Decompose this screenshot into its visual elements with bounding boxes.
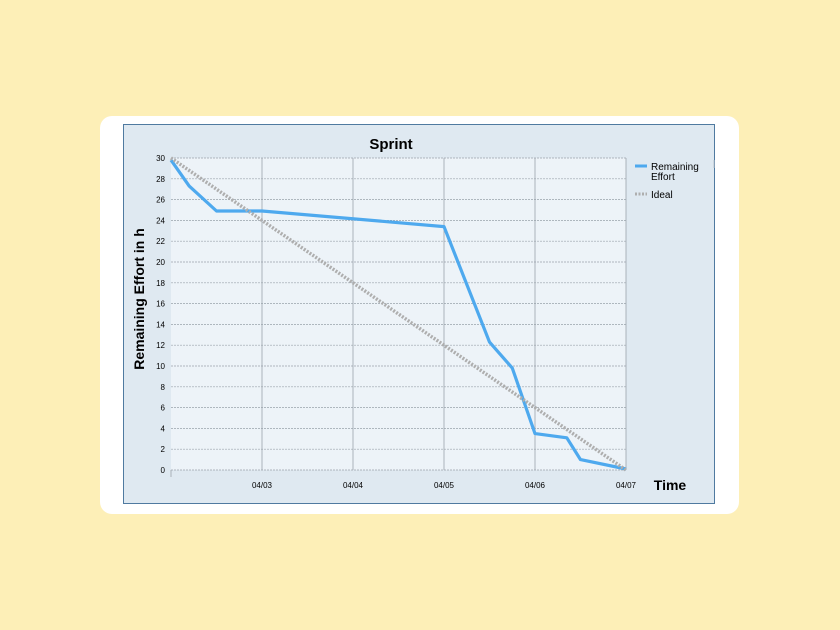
y-tick-label: 10 (156, 362, 165, 371)
y-tick-label: 4 (161, 424, 166, 433)
series-line-remaining-effort (169, 159, 627, 471)
burndown-chart: 0 2 4 6 8 10 12 14 16 18 20 22 24 26 28 30 04/03 04/04 04/… (123, 124, 715, 504)
y-tick-label: 22 (156, 237, 165, 246)
series-line-ideal (170, 156, 627, 472)
y-tick-label: 30 (156, 154, 165, 163)
legend-label: Effort (651, 172, 675, 183)
x-axis-title: Time (654, 477, 687, 493)
y-tick-label: 6 (161, 404, 166, 413)
y-tick-label: 24 (156, 216, 165, 225)
x-tick-label: 04/05 (434, 481, 455, 490)
chart-title: Sprint (369, 136, 412, 153)
y-tick-label: 2 (161, 445, 166, 454)
y-tick-label: 18 (156, 279, 165, 288)
plot-area (171, 158, 626, 470)
x-tick-label: 04/06 (525, 481, 546, 490)
x-tick-label: 04/07 (616, 481, 637, 490)
legend-label: Ideal (651, 190, 673, 201)
chart-card: 0 2 4 6 8 10 12 14 16 18 20 22 24 26 28 30 04/03 04/04 04/… (100, 116, 739, 514)
x-tick-label: 04/03 (252, 481, 273, 490)
y-tick-label: 16 (156, 300, 165, 309)
y-tick-label: 8 (161, 383, 166, 392)
y-axis-title: Remaining Effort in h (131, 228, 147, 370)
legend-label: Remaining (651, 162, 699, 173)
y-tick-label: 20 (156, 258, 165, 267)
y-tick-label: 26 (156, 196, 165, 205)
y-tick-label: 28 (156, 175, 165, 184)
y-tick-label: 0 (161, 466, 166, 475)
y-tick-label: 14 (156, 320, 165, 329)
y-tick-label: 12 (156, 341, 165, 350)
x-tick-label: 04/04 (343, 481, 364, 490)
